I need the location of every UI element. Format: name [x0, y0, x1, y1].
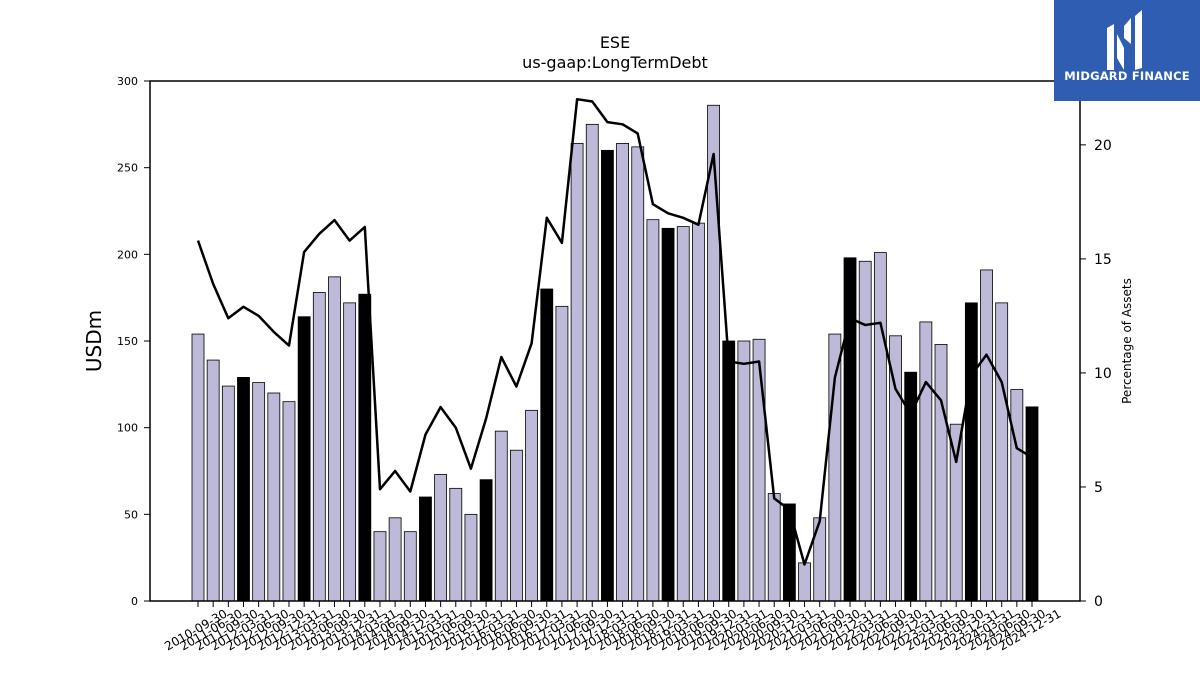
bar — [1010, 389, 1024, 602]
y2-tick-label: 10 — [1094, 366, 1112, 382]
bar — [464, 513, 478, 602]
y-axis-ticks: 0 50 100 150 200 250 300 — [117, 75, 150, 608]
bar — [631, 146, 645, 602]
bar — [479, 479, 493, 602]
bar — [767, 493, 781, 602]
bar — [403, 531, 417, 602]
bar — [252, 382, 266, 602]
bar — [434, 474, 448, 602]
y2-axis-label: Percentage of Assets — [1120, 278, 1134, 404]
bar — [1025, 406, 1039, 602]
y-tick-label: 250 — [117, 162, 138, 175]
bar — [737, 340, 751, 602]
bar — [237, 376, 250, 602]
bar — [510, 449, 523, 602]
bar — [494, 430, 508, 602]
brand-logo: MIDGARD FINANCE — [1054, 0, 1200, 101]
bar — [843, 257, 857, 602]
bar — [267, 392, 281, 602]
bar — [297, 316, 311, 602]
bar — [646, 219, 660, 602]
bar — [570, 142, 584, 602]
x-axis-ticks: 2010-09-302011-06-302011-09-302012-03-31… — [162, 601, 1064, 653]
bar — [388, 517, 402, 602]
bar — [601, 149, 614, 602]
y-tick-label: 200 — [117, 248, 138, 261]
bar — [995, 302, 1009, 602]
y-tick-label: 150 — [117, 335, 138, 348]
bar — [343, 302, 357, 602]
bar — [373, 531, 387, 602]
y2-tick-label: 0 — [1094, 594, 1103, 610]
bar — [692, 222, 705, 602]
bar — [964, 302, 978, 602]
bar — [358, 293, 372, 602]
bar — [312, 292, 326, 602]
y2-axis-ticks: 0 5 10 15 20 — [1080, 138, 1112, 610]
chart-title: ESE — [600, 33, 630, 52]
bar — [540, 288, 554, 602]
bars-group — [191, 104, 1039, 602]
bar — [282, 401, 296, 602]
bar — [798, 562, 811, 602]
bar — [328, 276, 341, 602]
bar — [858, 260, 872, 602]
bar — [949, 423, 963, 602]
y-tick-label: 300 — [117, 75, 138, 88]
y-axis-label: USDm — [82, 310, 106, 372]
bar — [722, 340, 736, 602]
bar — [585, 123, 599, 602]
bar — [752, 338, 766, 602]
bar — [980, 269, 993, 602]
y-tick-label: 0 — [131, 595, 138, 608]
y-tick-label: 50 — [124, 508, 138, 521]
bar — [206, 359, 220, 602]
bar — [191, 333, 205, 602]
bar — [661, 227, 675, 602]
midgard-m-icon — [1107, 10, 1142, 70]
bar — [873, 252, 887, 602]
bar — [919, 321, 933, 602]
bar — [449, 487, 463, 602]
bar — [782, 503, 796, 602]
bar — [221, 385, 235, 602]
y2-tick-label: 5 — [1094, 480, 1103, 496]
bar — [419, 496, 432, 602]
y-tick-label: 100 — [117, 422, 138, 435]
brand-name: MIDGARD FINANCE — [1064, 69, 1190, 83]
bar — [676, 226, 690, 602]
bar — [934, 344, 948, 602]
bar — [555, 305, 569, 602]
y2-tick-label: 20 — [1094, 138, 1112, 154]
chart-subtitle: us-gaap:LongTermDebt — [522, 53, 708, 72]
bar — [525, 409, 538, 602]
bar — [616, 142, 629, 602]
y2-tick-label: 15 — [1094, 252, 1112, 268]
percentage-line — [196, 97, 1033, 566]
